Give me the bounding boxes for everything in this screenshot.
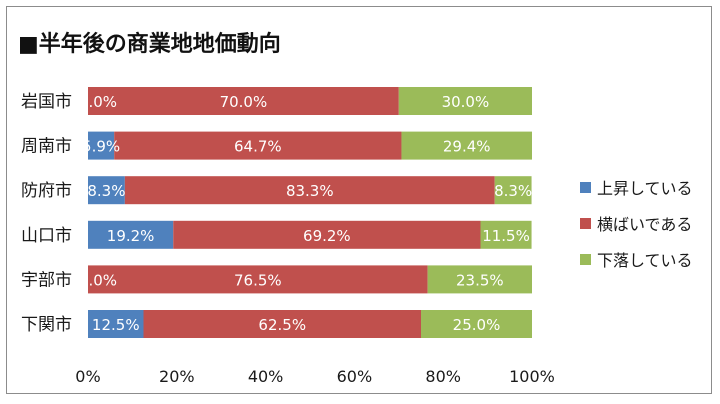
category-label: 下関市 [21, 315, 72, 335]
category-label: 防府市 [21, 181, 72, 201]
category-label: 宇部市 [21, 270, 72, 290]
data-label: 19.2% [107, 227, 155, 245]
data-label: 23.5% [456, 271, 504, 289]
data-label: 69.2% [303, 227, 351, 245]
bar-segment [421, 310, 532, 338]
bars-layer [88, 87, 532, 338]
bar-segment [494, 176, 532, 205]
bar-segment [88, 87, 399, 115]
data-label: 76.5% [234, 271, 282, 289]
bar-segment [88, 176, 125, 205]
data-label: 70.0% [220, 93, 268, 111]
bar-segment [398, 87, 532, 115]
bar-segment [88, 131, 115, 160]
bar-segment [401, 131, 532, 160]
legend-swatch [580, 253, 591, 265]
data-label: 29.4% [443, 138, 491, 156]
x-tick-label: 20% [159, 367, 195, 386]
legend-swatch [580, 181, 591, 193]
data-label: 30.0% [442, 93, 490, 111]
legend-item: 上昇している [580, 176, 693, 198]
legend-item: 下落している [580, 248, 693, 270]
data-label: 64.7% [234, 138, 282, 156]
x-tick-label: 0% [75, 367, 100, 386]
data-label: 8.3% [87, 182, 125, 200]
data-label: 0.0% [79, 93, 117, 111]
category-label: 山口市 [21, 226, 72, 246]
legend-item: 横ばいである [580, 212, 692, 234]
category-label: 岩国市 [21, 92, 72, 112]
bar-segment [88, 265, 428, 294]
data-label: 12.5% [92, 316, 140, 334]
labels-layer: 0.0% 70.0% 30.0% 5.9% 64.7% 29.4% 8.3% 83.3% 8.3… [79, 93, 532, 334]
bar-segment [173, 220, 481, 249]
bar-segment [88, 220, 174, 249]
data-label: 5.9% [82, 138, 120, 156]
legend-label: 横ばいである [597, 215, 693, 234]
category-label: 周南市 [21, 137, 72, 157]
data-label: 62.5% [258, 316, 306, 334]
chart-title: ■半年後の商業地地価動向 [18, 32, 281, 57]
legend-label: 上昇している [597, 179, 693, 198]
data-label: 0.0% [79, 271, 117, 289]
bar-segment [427, 265, 532, 294]
bar-segment [114, 131, 402, 160]
x-tick-label: 40% [248, 367, 284, 386]
bar-segment [143, 310, 421, 338]
data-label: 25.0% [453, 316, 501, 334]
bar-segment [124, 176, 495, 205]
legend-label: 下落している [597, 251, 693, 270]
data-label: 8.3% [494, 182, 532, 200]
x-tick-label: 80% [425, 367, 461, 386]
data-label: 11.5% [482, 227, 530, 245]
bar-segment [480, 220, 532, 249]
legend-swatch [580, 217, 591, 229]
bar-segment [88, 310, 144, 338]
x-tick-label: 60% [337, 367, 373, 386]
x-tick-label: 100% [509, 367, 555, 386]
data-label: 83.3% [286, 182, 334, 200]
